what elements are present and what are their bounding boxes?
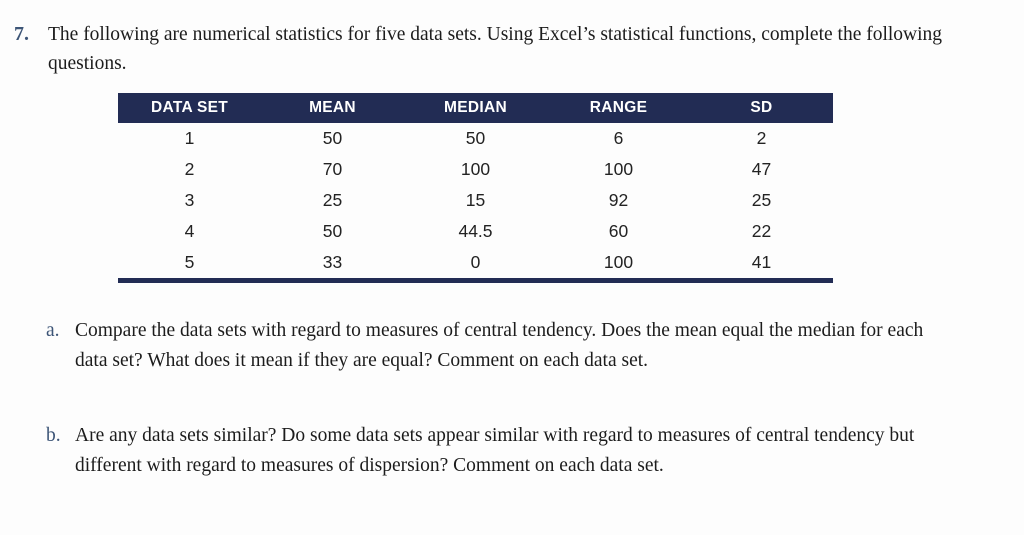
cell-median: 15 [465,190,486,210]
statistics-table-header: DATA SET MEAN MEDIAN RANGE SD [118,93,833,123]
cell-sd: 41 [751,252,772,272]
cell-median: 44.5 [458,221,493,241]
sub-question-a: a. Compare the data sets with regard to … [46,316,961,375]
cell-dataset: 5 [184,252,195,272]
sub-question-a-label: a. [46,320,60,341]
cell-sd: 47 [751,159,772,179]
sub-question-b-text: Are any data sets similar? Do some data … [75,425,915,476]
cell-mean: 70 [322,159,343,179]
cell-range: 92 [608,190,629,210]
cell-range: 100 [603,252,634,272]
header-cell-data-set: DATA SET [118,93,261,123]
table-row: 3 25 15 92 25 [118,185,833,216]
cell-dataset: 3 [184,190,195,210]
cell-dataset: 4 [184,221,195,241]
cell-sd: 25 [751,190,772,210]
problem-statement: 7. The following are numerical statistic… [14,20,974,78]
cell-sd: 2 [756,128,767,148]
header-cell-median: MEDIAN [404,93,547,123]
cell-mean: 50 [322,128,343,148]
cell-dataset: 2 [184,159,195,179]
header-cell-sd: SD [690,93,833,123]
cell-median: 100 [460,159,491,179]
cell-range: 6 [613,128,624,148]
statistics-table: DATA SET MEAN MEDIAN RANGE SD 1 50 50 6 … [118,93,833,283]
cell-sd: 22 [751,221,772,241]
cell-range: 100 [603,159,634,179]
cell-mean: 25 [322,190,343,210]
table-row: 4 50 44.5 60 22 [118,216,833,247]
sub-question-b: b. Are any data sets similar? Do some da… [46,421,961,480]
cell-range: 60 [608,221,629,241]
table-row: 2 70 100 100 47 [118,154,833,185]
cell-mean: 50 [322,221,343,241]
cell-median: 0 [470,252,481,272]
sub-question-a-text: Compare the data sets with regard to mea… [75,320,924,371]
problem-number: 7. [14,23,29,45]
table-row: 1 50 50 6 2 [118,123,833,154]
problem-text: The following are numerical statistics f… [48,24,943,74]
table-header-row: DATA SET MEAN MEDIAN RANGE SD [118,93,833,123]
sub-question-b-label: b. [46,425,61,446]
table-row: 5 33 0 100 41 [118,247,833,281]
header-cell-mean: MEAN [261,93,404,123]
cell-dataset: 1 [184,128,195,148]
header-cell-range: RANGE [547,93,690,123]
statistics-table-body: 1 50 50 6 2 2 70 100 100 47 3 25 15 92 2… [118,123,833,281]
cell-median: 50 [465,128,486,148]
cell-mean: 33 [322,252,343,272]
